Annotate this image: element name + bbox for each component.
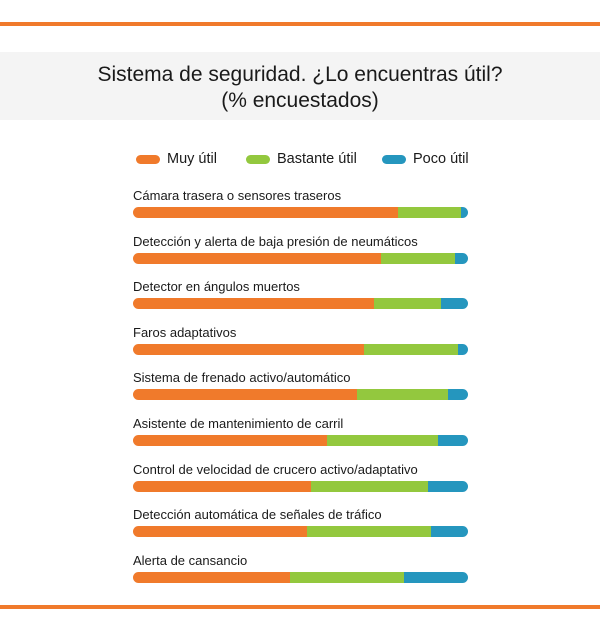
bar-segment-bastante-util <box>374 298 442 310</box>
stacked-bar <box>133 526 468 538</box>
bar-segment-poco-util <box>441 298 468 310</box>
legend-swatch-muy-util <box>136 154 160 164</box>
bottom-accent-rule <box>0 605 600 609</box>
top-accent-rule <box>0 22 600 26</box>
bar-segment-muy-util <box>133 526 308 538</box>
bar-segment-poco-util <box>454 252 468 264</box>
bar-segment-poco-util <box>437 435 468 446</box>
category-label: Detección automática de señales de tráfi… <box>133 507 382 523</box>
bar-segment-poco-util <box>457 343 468 355</box>
bar-segment-poco-util <box>431 526 468 538</box>
bar-segment-muy-util <box>133 389 358 401</box>
bar-segment-bastante-util <box>380 252 455 264</box>
bar-segment-poco-util <box>427 480 468 492</box>
legend: Muy útil Bastante útil Poco útil <box>0 151 600 171</box>
category-label: Detector en ángulos muertos <box>133 279 300 295</box>
legend-label-bastante-util: Bastante útil <box>277 151 357 167</box>
bar-segment-poco-util <box>447 389 468 401</box>
legend-label-poco-util: Poco útil <box>413 151 469 167</box>
category-label: Asistente de mantenimiento de carril <box>133 416 344 431</box>
bar-segment-muy-util <box>133 343 365 355</box>
stacked-bar <box>133 252 468 264</box>
bar-segment-muy-util <box>133 298 375 310</box>
category-label: Faros adaptativos <box>133 324 237 340</box>
category-label: Cámara trasera o sensores traseros <box>133 188 342 203</box>
legend-swatch-bastante-util <box>246 154 270 164</box>
bar-segment-muy-util <box>133 480 311 492</box>
stacked-bar <box>133 480 468 492</box>
bar-segment-poco-util <box>461 207 468 218</box>
stacked-bar <box>133 389 468 401</box>
legend-item-bastante-util: Bastante útil <box>246 151 357 167</box>
bar-segment-bastante-util <box>357 389 448 401</box>
bar-segment-bastante-util <box>397 207 462 218</box>
bar-segment-muy-util <box>133 207 398 218</box>
bar-segment-muy-util <box>133 571 291 583</box>
stacked-bar <box>133 207 468 218</box>
stacked-bar <box>133 571 468 583</box>
stacked-bar <box>133 298 468 310</box>
bar-segment-bastante-util <box>310 480 428 492</box>
bar-segment-bastante-util <box>327 435 438 446</box>
bar-segment-poco-util <box>404 571 468 583</box>
category-label: Alerta de cansancio <box>133 552 248 568</box>
category-label: Detección y alerta de baja presión de ne… <box>133 233 418 249</box>
legend-item-poco-util: Poco útil <box>382 151 469 167</box>
category-label: Control de velocidad de crucero activo/a… <box>133 461 418 477</box>
bar-segment-muy-util <box>133 435 328 446</box>
bar-segment-bastante-util <box>364 343 458 355</box>
chart-subtitle: (% encuestados) <box>221 89 379 112</box>
legend-item-muy-util: Muy útil <box>136 151 217 167</box>
bar-segment-bastante-util <box>307 526 432 538</box>
stacked-bar <box>133 435 468 446</box>
chart-title-box: Sistema de seguridad. ¿Lo encuentras úti… <box>0 52 600 120</box>
bar-segment-bastante-util <box>290 571 405 583</box>
chart-title: Sistema de seguridad. ¿Lo encuentras úti… <box>97 63 503 86</box>
category-label: Sistema de frenado activo/automático <box>133 370 351 386</box>
stacked-bar <box>133 343 468 355</box>
legend-label-muy-util: Muy útil <box>167 151 217 167</box>
bar-segment-muy-util <box>133 252 381 264</box>
legend-swatch-poco-util <box>382 154 406 164</box>
